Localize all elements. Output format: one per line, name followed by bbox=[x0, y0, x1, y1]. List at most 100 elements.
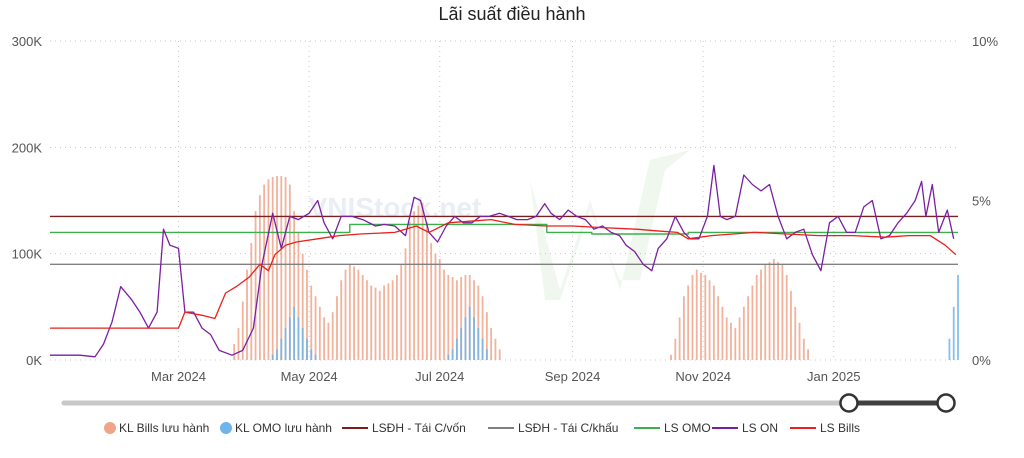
bills-bar bbox=[777, 262, 780, 360]
bills-bar bbox=[387, 283, 390, 360]
bills-bar bbox=[237, 328, 240, 360]
bills-bar bbox=[408, 221, 411, 360]
omo-bar bbox=[288, 317, 291, 360]
legend-label: LSĐH - Tái C/khấu bbox=[518, 421, 618, 435]
legend-label: KL Bills lưu hành bbox=[119, 421, 209, 435]
bills-bar bbox=[751, 285, 754, 360]
bills-bar bbox=[271, 177, 274, 360]
bills-bar bbox=[323, 317, 326, 360]
bills-bar bbox=[755, 274, 758, 360]
bills-bar bbox=[400, 264, 403, 360]
bills-bar bbox=[670, 354, 672, 360]
x-tick-label: Nov 2024 bbox=[675, 369, 731, 384]
bills-bar bbox=[254, 211, 257, 360]
bills-bar bbox=[700, 272, 702, 360]
omo-bar bbox=[314, 354, 317, 360]
bills-bar bbox=[798, 322, 801, 360]
omo-bar bbox=[485, 349, 488, 360]
series-line-ls-bills bbox=[50, 218, 957, 329]
y-axis-left: 0K 100K 200K 300K bbox=[12, 34, 43, 368]
bills-bar bbox=[781, 264, 784, 360]
bills-bar bbox=[712, 285, 715, 360]
bills-bar bbox=[280, 176, 283, 360]
omo-bar bbox=[447, 354, 450, 360]
bills-bar bbox=[263, 184, 266, 360]
bills-bar bbox=[481, 296, 484, 360]
bills-bar bbox=[366, 280, 368, 360]
watermark-text: VNIStock.net bbox=[309, 192, 482, 223]
bills-bar bbox=[738, 317, 741, 360]
y-left-tick-label: 100K bbox=[12, 247, 43, 262]
omo-bar bbox=[473, 317, 475, 360]
bills-bar bbox=[310, 285, 313, 360]
bills-bar bbox=[301, 253, 304, 360]
omo-bar bbox=[468, 306, 471, 360]
chart-title: Lãi suất điều hành bbox=[438, 4, 585, 24]
omo-bar bbox=[271, 354, 274, 360]
bills-bar bbox=[725, 317, 728, 360]
range-slider[interactable] bbox=[61, 393, 956, 413]
watermark: VNIStock.net bbox=[309, 150, 690, 300]
omo-bar bbox=[477, 328, 480, 360]
bills-bar bbox=[494, 338, 497, 360]
y-right-tick-label: 10% bbox=[972, 34, 998, 49]
bills-bar bbox=[460, 277, 463, 360]
slider-start-handle[interactable] bbox=[839, 393, 859, 413]
slider-end-handle[interactable] bbox=[936, 393, 956, 413]
y-axis-right: 0% 5% 10% bbox=[972, 34, 998, 368]
bills-bar bbox=[451, 277, 454, 360]
bills-bar bbox=[443, 269, 445, 360]
omo-bar bbox=[948, 338, 951, 360]
bills-bar bbox=[318, 306, 321, 360]
omo-bar bbox=[306, 338, 308, 360]
bills-bar bbox=[730, 322, 732, 360]
series-line-ls-omo bbox=[50, 223, 958, 235]
bills-bar bbox=[721, 306, 724, 360]
bills-bar bbox=[704, 274, 707, 360]
bills-bar bbox=[760, 269, 762, 360]
y-left-tick-label: 0K bbox=[26, 353, 42, 368]
bills-bar bbox=[396, 274, 398, 360]
y-right-tick-label: 5% bbox=[972, 194, 991, 209]
bills-bar bbox=[717, 296, 720, 360]
bills-bar bbox=[340, 280, 343, 360]
omo-bar bbox=[310, 349, 313, 360]
bills-bar bbox=[490, 328, 493, 360]
y-left-tick-label: 200K bbox=[12, 140, 43, 155]
bills-bar bbox=[674, 338, 677, 360]
omo-bar bbox=[293, 306, 296, 360]
bills-bar bbox=[785, 274, 788, 360]
legend-label: LSĐH - Tái C/vốn bbox=[372, 421, 466, 435]
bills-bar bbox=[336, 296, 338, 360]
legend-label: KL OMO lưu hành bbox=[235, 421, 332, 435]
legend: KL Bills lưu hành KL OMO lưu hành LSĐH - T… bbox=[104, 421, 860, 435]
bills-bar bbox=[276, 176, 278, 360]
legend-label: LS ON bbox=[742, 421, 778, 435]
bills-bar bbox=[802, 338, 805, 360]
legend-marker bbox=[220, 422, 232, 434]
x-tick-label: Mar 2024 bbox=[151, 369, 206, 384]
omo-bar bbox=[455, 338, 458, 360]
bills-bar bbox=[361, 274, 364, 360]
watermark-logo bbox=[530, 150, 690, 300]
bills-bar bbox=[250, 243, 253, 360]
omo-bars bbox=[271, 274, 959, 360]
bills-bar bbox=[417, 205, 420, 360]
bills-bar bbox=[357, 269, 360, 360]
bills-bar bbox=[790, 290, 792, 360]
x-tick-label: May 2024 bbox=[281, 369, 338, 384]
x-tick-label: Jul 2024 bbox=[415, 369, 464, 384]
bills-bar bbox=[288, 184, 291, 360]
bills-bar bbox=[353, 266, 355, 360]
bills-bar bbox=[314, 296, 317, 360]
bills-bar bbox=[241, 301, 244, 360]
y-right-tick-label: 0% bbox=[972, 353, 991, 368]
omo-bar bbox=[276, 349, 278, 360]
bills-bar bbox=[233, 344, 236, 360]
bills-bar bbox=[734, 328, 737, 360]
bills-bar bbox=[306, 269, 308, 360]
bills-bar bbox=[708, 280, 711, 360]
bills-bar bbox=[391, 280, 394, 360]
series-line-ls-on bbox=[50, 164, 955, 358]
